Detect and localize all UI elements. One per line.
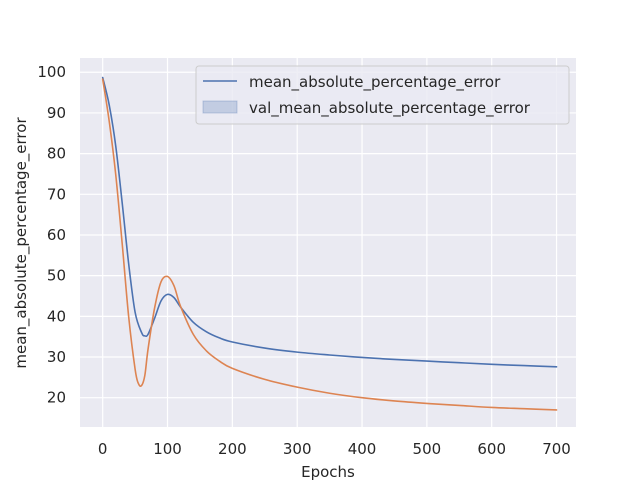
legend-swatch-val	[202, 100, 238, 114]
y-tick-label: 60	[47, 226, 66, 244]
y-tick-label: 20	[47, 389, 66, 407]
y-axis-label: mean_absolute_percentage_error	[12, 117, 31, 369]
x-tick-label: 200	[218, 440, 247, 458]
series-line-val	[101, 78, 558, 411]
y-tick-label: 30	[47, 348, 66, 366]
x-tick-label: 400	[348, 440, 377, 458]
y-tick-label: 100	[37, 63, 66, 81]
x-tick-label: 600	[477, 440, 506, 458]
y-tick-label: 70	[47, 185, 66, 203]
y-axis-ticks: 20 30 40 50 60 70 80 90 100	[37, 63, 66, 406]
x-axis-ticks: 0 100 200 300 400 500 600 700	[98, 440, 571, 458]
x-tick-label: 0	[98, 440, 108, 458]
x-tick-label: 300	[283, 440, 312, 458]
x-tick-label: 700	[542, 440, 571, 458]
legend-box	[195, 65, 570, 125]
series-line-train	[101, 76, 558, 368]
legend-label-val: val_mean_absolute_percentage_error	[249, 99, 531, 118]
y-tick-label: 50	[47, 267, 66, 285]
x-tick-label: 100	[153, 440, 182, 458]
y-tick-label: 90	[47, 104, 66, 122]
x-tick-label: 500	[413, 440, 442, 458]
legend: mean_absolute_percentage_error val_mean_…	[195, 65, 570, 125]
x-axis-label: Epochs	[301, 463, 355, 480]
legend-label-train: mean_absolute_percentage_error	[249, 73, 501, 92]
y-tick-label: 80	[47, 145, 66, 163]
y-tick-label: 40	[47, 307, 66, 325]
series-lines	[101, 76, 558, 411]
